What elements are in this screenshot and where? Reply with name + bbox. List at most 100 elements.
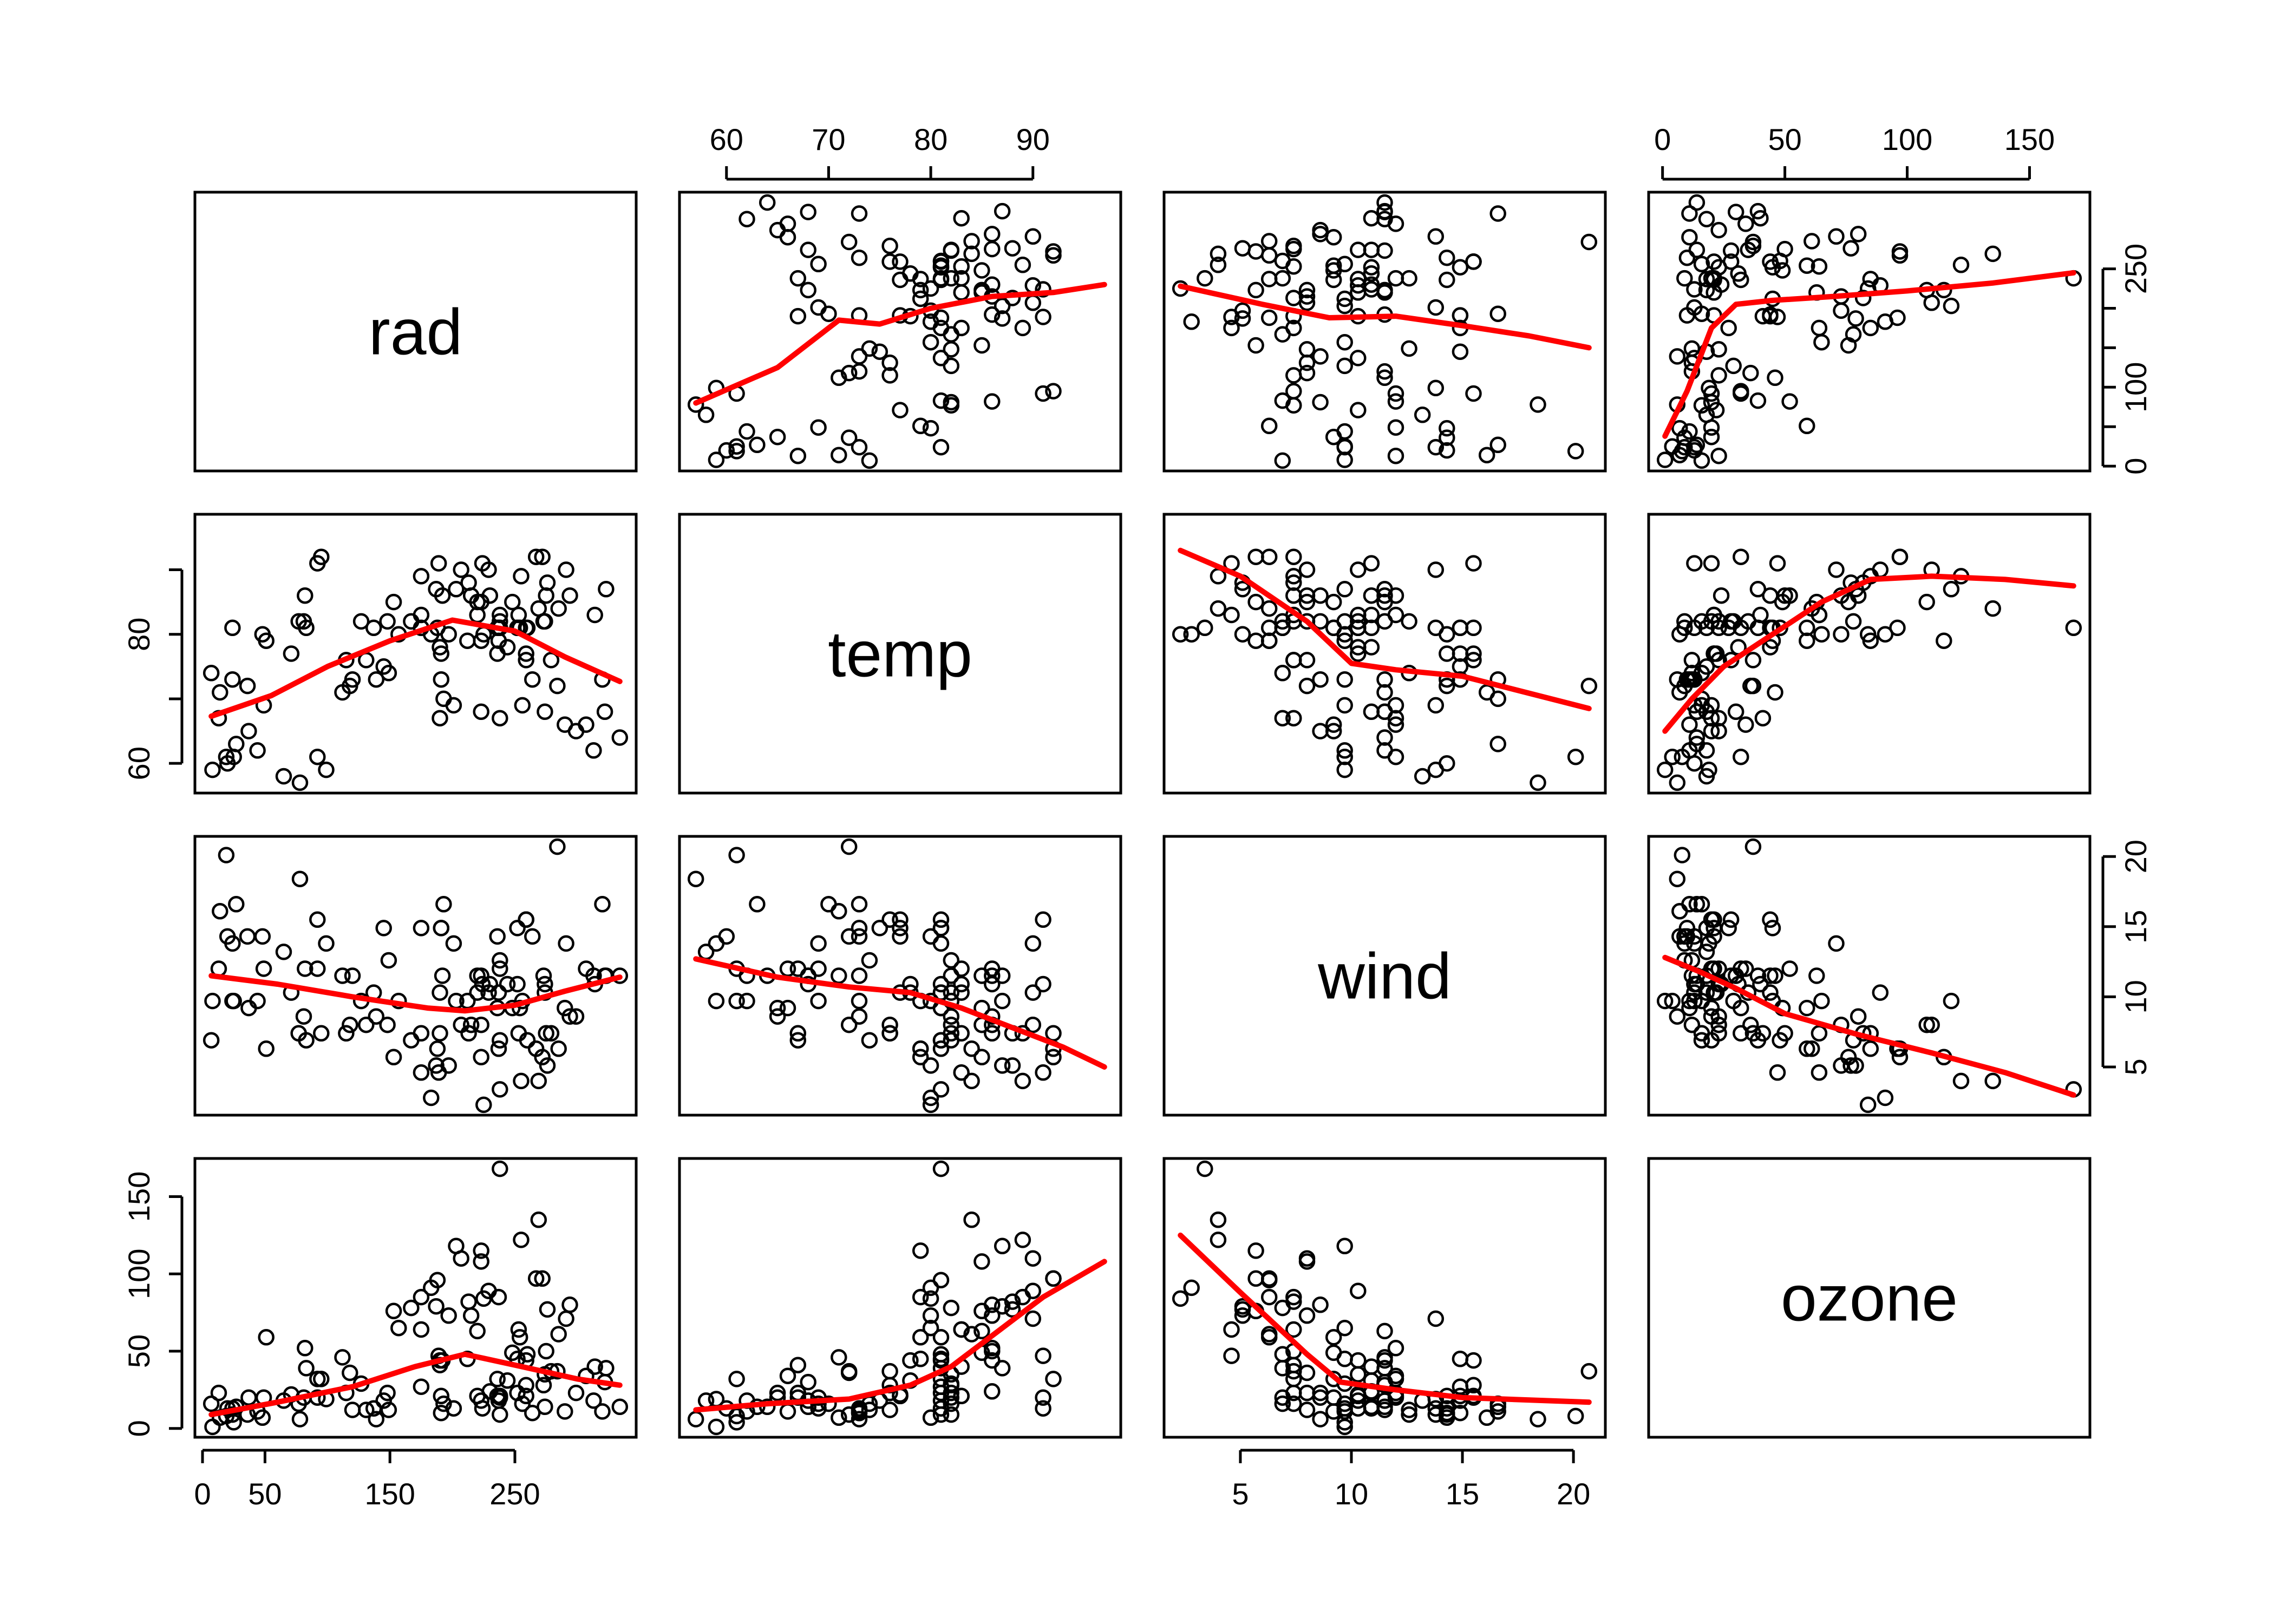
data-point-rad-vs-ozone-16 [1658,453,1672,467]
data-point-temp-vs-ozone-97 [1768,685,1782,699]
data-point-rad-vs-ozone-51 [1851,227,1865,241]
data-point-ozone-vs-wind-22 [1249,1243,1263,1258]
data-point-rad-vs-temp-106 [812,421,826,435]
data-point-temp-vs-rad-112 [474,705,488,719]
data-point-wind-vs-ozone-51 [1851,1010,1865,1024]
data-point-rad-vs-wind-57 [1286,259,1301,273]
data-point-temp-vs-wind-33 [1211,601,1225,615]
data-point-wind-vs-temp-84 [924,1058,938,1072]
data-point-wind-vs-temp-10 [699,945,713,959]
x-tick-label-temp-70: 70 [812,122,845,156]
data-point-ozone-vs-wind-62 [1211,1233,1225,1247]
data-point-ozone-vs-rad-13 [293,1412,307,1426]
panel-frame-wind-temp [679,836,1121,1115]
data-point-ozone-vs-temp-75 [913,1352,927,1366]
data-point-wind-vs-rad-87 [314,1026,328,1040]
data-point-wind-vs-rad-76 [493,1082,507,1096]
data-point-wind-vs-ozone-36 [1812,1065,1826,1079]
data-point-rad-vs-wind-76 [1198,271,1212,285]
data-point-ozone-vs-rad-1 [343,1366,357,1380]
data-point-temp-vs-ozone-22 [1937,634,1951,648]
data-point-temp-vs-rad-32 [367,621,381,635]
data-point-wind-vs-rad-50 [204,1033,218,1047]
data-point-ozone-vs-rad-110 [434,1406,448,1420]
data-point-ozone-vs-wind-46 [1351,1367,1365,1381]
data-point-rad-vs-ozone-33 [1986,247,2000,261]
data-point-temp-vs-rad-78 [387,595,401,609]
data-point-temp-vs-ozone-12 [1739,718,1753,732]
data-point-rad-vs-temp-54 [985,395,999,409]
data-point-temp-vs-rad-62 [514,569,528,583]
data-point-rad-vs-temp-3 [740,212,754,226]
data-point-rad-vs-wind-67 [1338,335,1352,349]
data-point-rad-vs-temp-30 [770,430,785,444]
data-point-wind-vs-temp-44 [924,929,938,944]
data-point-ozone-vs-wind-81 [1262,1290,1276,1304]
data-point-ozone-vs-wind-43 [1453,1380,1467,1394]
data-point-temp-vs-ozone-8 [1682,718,1696,732]
data-point-rad-vs-temp-0 [791,309,805,323]
data-point-wind-vs-rad-106 [257,962,271,976]
data-point-rad-vs-wind-13 [1531,397,1545,411]
data-point-wind-vs-temp-81 [913,1042,927,1056]
variable-label-rad: rad [369,296,462,369]
data-point-rad-vs-temp-100 [750,438,764,452]
data-point-temp-vs-rad-79 [449,582,463,596]
data-point-temp-vs-ozone-13 [1670,776,1684,790]
data-point-temp-vs-rad-37 [588,608,602,622]
x-tick-label-temp-60: 60 [710,122,743,156]
data-point-ozone-vs-wind-86 [1225,1349,1239,1363]
data-point-rad-vs-ozone-43 [1722,321,1736,335]
data-point-wind-vs-rad-25 [559,937,573,951]
data-point-temp-vs-rad-16 [206,763,220,777]
data-point-wind-vs-temp-92 [934,913,948,927]
data-point-wind-vs-ozone-105 [1670,1010,1684,1024]
data-point-temp-vs-wind-10 [1415,769,1429,783]
data-point-rad-vs-wind-70 [1286,368,1301,382]
data-point-rad-vs-temp-41 [1016,321,1030,335]
data-point-wind-vs-temp-106 [812,962,826,976]
data-point-rad-vs-temp-56 [985,242,999,256]
data-point-rad-vs-wind-66 [1378,244,1392,258]
data-point-wind-vs-temp-107 [720,929,734,944]
data-point-rad-vs-temp-12 [781,217,795,231]
smooth-line-wind-vs-temp [696,959,1105,1067]
data-point-wind-vs-rad-13 [293,872,307,886]
y-tick-label-wind-15: 15 [2119,910,2153,944]
data-point-temp-vs-wind-78 [1249,595,1263,609]
data-point-temp-vs-wind-95 [1402,614,1416,628]
x-tick-label-rad-150: 150 [364,1477,415,1511]
data-point-temp-vs-ozone-86 [1770,556,1785,571]
data-point-ozone-vs-wind-67 [1338,1321,1352,1335]
data-point-rad-vs-temp-31 [852,364,866,378]
data-point-wind-vs-temp-99 [1036,977,1050,991]
data-point-temp-vs-wind-93 [1440,647,1454,661]
data-point-wind-vs-temp-79 [995,994,1009,1008]
data-point-rad-vs-temp-50 [862,454,877,468]
data-point-temp-vs-wind-63 [1351,563,1365,577]
data-point-rad-vs-wind-78 [1249,338,1263,352]
data-point-temp-vs-ozone-16 [1658,763,1672,777]
data-point-rad-vs-temp-26 [995,204,1009,218]
data-point-temp-vs-rad-68 [284,647,298,661]
data-point-ozone-vs-wind-105 [1314,1412,1328,1426]
data-point-ozone-vs-wind-6 [1569,1409,1583,1423]
data-point-wind-vs-rad-6 [219,848,233,862]
data-point-wind-vs-rad-47 [552,1042,566,1056]
data-point-wind-vs-temp-16 [709,994,723,1008]
data-point-rad-vs-wind-38 [1236,241,1250,256]
data-point-temp-vs-rad-13 [293,776,307,790]
data-point-rad-vs-wind-95 [1402,271,1416,285]
data-point-rad-vs-wind-32 [1351,351,1365,365]
data-point-temp-vs-rad-11 [613,731,627,745]
data-point-rad-vs-wind-5 [1429,381,1443,395]
data-point-rad-vs-ozone-59 [1751,394,1765,408]
data-point-temp-vs-wind-84 [1236,627,1250,641]
data-point-wind-vs-rad-88 [310,913,324,927]
data-point-wind-vs-rad-98 [492,986,506,1000]
data-point-ozone-vs-temp-8 [781,1404,795,1418]
data-point-rad-vs-ozone-70 [1712,368,1726,382]
data-point-wind-vs-rad-0 [433,1026,447,1040]
data-point-rad-vs-wind-101 [1276,271,1290,285]
data-point-ozone-vs-rad-67 [391,1321,406,1335]
